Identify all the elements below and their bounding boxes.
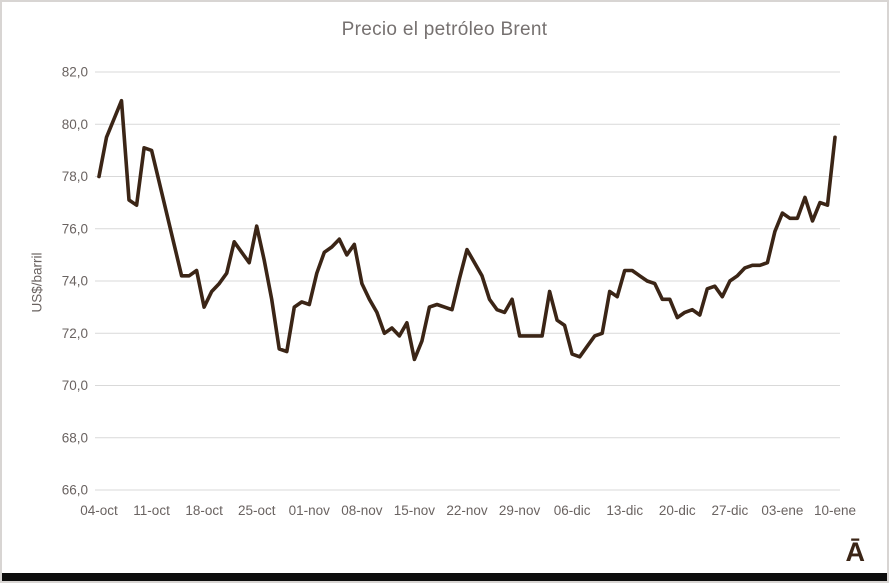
- x-tick-label: 10-ene: [814, 503, 856, 518]
- x-tick-label: 03-ene: [761, 503, 803, 518]
- x-tick-label: 22-nov: [446, 503, 488, 518]
- y-tick-label: 68,0: [62, 430, 88, 445]
- chart-title: Precio el petróleo Brent: [341, 19, 548, 40]
- x-tick-label: 06-dic: [554, 503, 591, 518]
- x-tick-label: 11-oct: [133, 503, 170, 518]
- y-tick-label: 82,0: [62, 65, 88, 80]
- y-tick-label: 80,0: [62, 117, 88, 132]
- y-tick-label: 66,0: [62, 483, 88, 498]
- y-tick-label: 72,0: [62, 326, 88, 341]
- x-tick-label: 29-nov: [499, 503, 541, 518]
- price-line: [97, 98, 837, 362]
- x-tick-label: 15-nov: [394, 503, 436, 518]
- x-tick-label: 13-dic: [606, 503, 643, 518]
- x-tick-label: 08-nov: [341, 503, 383, 518]
- y-tick-label: 74,0: [62, 274, 88, 289]
- y-tick-label: 76,0: [62, 221, 88, 236]
- y-tick-label: 70,0: [62, 378, 88, 393]
- bottom-bar: [2, 573, 887, 581]
- footer-glyph: Ā: [845, 537, 866, 567]
- y-tick-label: 78,0: [62, 169, 88, 184]
- x-tick-label: 01-nov: [289, 503, 331, 518]
- x-tick-label: 20-dic: [659, 503, 696, 518]
- x-tick-label: 04-oct: [80, 503, 118, 518]
- x-tick-label: 25-oct: [238, 503, 276, 518]
- x-tick-label: 18-oct: [185, 503, 223, 518]
- x-tick-label: 27-dic: [711, 503, 748, 518]
